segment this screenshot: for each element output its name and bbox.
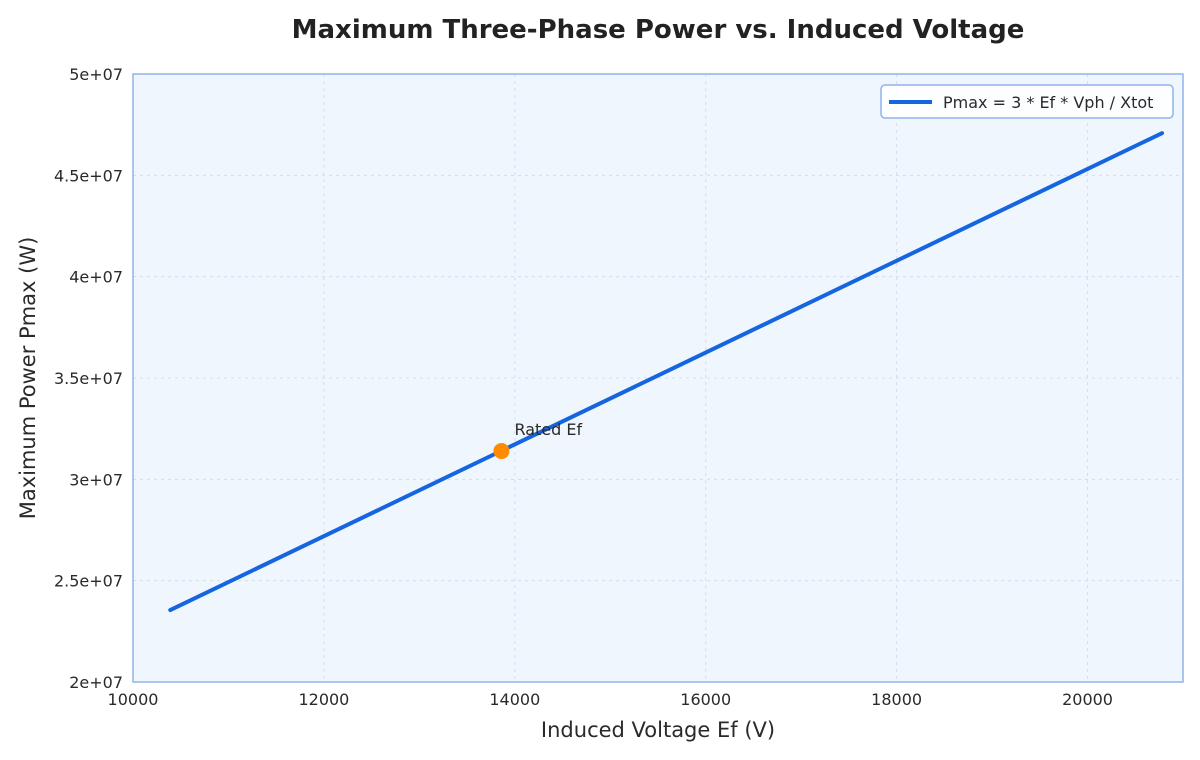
y-axis-label: Maximum Power Pmax (W) bbox=[16, 237, 40, 520]
y-tick-label: 5e+07 bbox=[69, 65, 123, 84]
y-tick-label: 2.5e+07 bbox=[54, 572, 123, 591]
y-tick-label: 2e+07 bbox=[69, 673, 123, 692]
y-tick-label: 3.5e+07 bbox=[54, 369, 123, 388]
x-tick-label: 14000 bbox=[489, 690, 540, 709]
legend-box bbox=[880, 84, 1174, 119]
legend: Pmax = 3 * Ef * Vph / Xtot bbox=[880, 84, 1174, 119]
legend-label: Pmax = 3 * Ef * Vph / Xtot bbox=[943, 93, 1153, 112]
x-tick-label: 18000 bbox=[871, 690, 922, 709]
x-tick-label: 16000 bbox=[680, 690, 731, 709]
y-axis-ticks: 2e+07 2.5e+07 3e+07 3.5e+07 4e+07 4.5e+07 5e+0… bbox=[54, 65, 123, 692]
series-line bbox=[168, 131, 1164, 613]
plot-border bbox=[132, 73, 1184, 683]
y-tick-label: 4e+07 bbox=[69, 268, 123, 287]
x-tick-label: 12000 bbox=[298, 690, 349, 709]
rated-ef-annotation: Rated Ef bbox=[514, 420, 582, 439]
x-tick-label: 10000 bbox=[108, 690, 159, 709]
x-axis-ticks: 10000 12000 14000 16000 18000 20000 bbox=[108, 690, 1113, 709]
y-tick-label: 3e+07 bbox=[69, 470, 123, 489]
chart-title: Maximum Three-Phase Power vs. Induced Vo… bbox=[292, 15, 1025, 45]
rated-ef-marker bbox=[493, 442, 510, 459]
y-tick-label: 4.5e+07 bbox=[54, 166, 123, 185]
series-layer bbox=[168, 131, 1164, 613]
x-axis-label: Induced Voltage Ef (V) bbox=[541, 718, 775, 742]
marker-layer: Rated Ef bbox=[493, 420, 582, 459]
x-tick-label: 20000 bbox=[1062, 690, 1113, 709]
